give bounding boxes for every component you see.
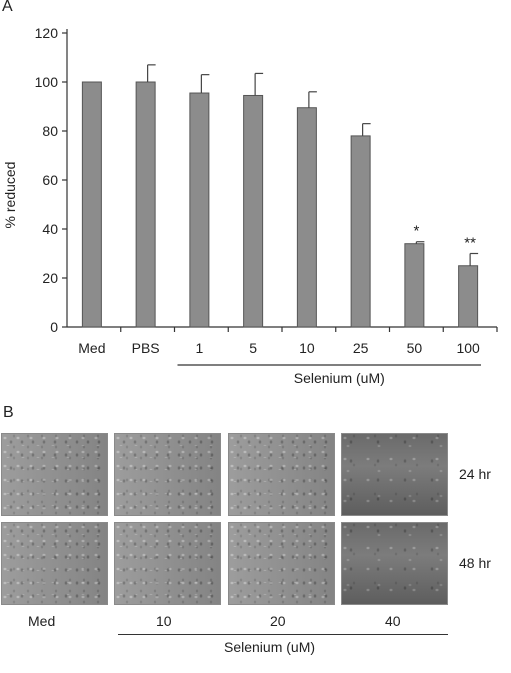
y-tick-label-60: 60 [42, 172, 58, 188]
bar-50 [404, 243, 425, 328]
x-tick-label-25: 25 [353, 340, 369, 356]
bar-PBS [135, 81, 156, 328]
panel-b-group-line [118, 634, 448, 635]
time-label-24hr: 24 hr [459, 466, 491, 482]
chart-axes: 0 20 40 60 80 100 120 % reduced Med PBS 1 5 10 25 50 10… [2, 25, 498, 386]
micrograph-24hr-med [1, 433, 108, 516]
x-tick-label-PBS: PBS [132, 340, 160, 356]
x-tick-label-100: 100 [456, 340, 480, 356]
x-tick-label-5: 5 [249, 340, 257, 356]
y-tick-label-120: 120 [35, 25, 59, 41]
micrograph-24hr-40 [341, 433, 448, 516]
y-axis-label: % reduced [2, 162, 18, 229]
bar-chart: 0 20 40 60 80 100 120 % reduced Med PBS 1 5 10 25 50 10… [2, 25, 498, 386]
bar-1 [189, 92, 210, 328]
x-group-label: Selenium (uM) [294, 370, 385, 386]
panel-b-label: B [3, 404, 14, 421]
column-label-20: 20 [270, 613, 286, 629]
x-tick-label-50: 50 [407, 340, 423, 356]
micrograph-48hr-20 [228, 522, 335, 605]
bar-100 [458, 265, 479, 328]
significance-50: * [413, 223, 419, 240]
y-tick-label-0: 0 [50, 319, 58, 335]
panel-b-group-label: Selenium (uM) [224, 639, 316, 655]
micrograph-48hr-med [1, 522, 108, 605]
bar-5 [243, 94, 264, 328]
bar-Med [81, 81, 102, 328]
time-label-48hr: 48 hr [459, 555, 491, 571]
column-label-med: Med [28, 613, 56, 629]
y-tick-label-20: 20 [42, 270, 58, 286]
x-tick-label-1: 1 [195, 340, 203, 356]
chart-bars: *** [81, 64, 479, 328]
significance-100: ** [464, 235, 476, 252]
y-tick-label-100: 100 [35, 74, 59, 90]
panel-a-label: A [2, 0, 13, 15]
bar-10 [296, 107, 317, 328]
micrograph-24hr-10 [114, 433, 221, 516]
column-label-10: 10 [156, 613, 172, 629]
x-tick-label-Med: Med [78, 340, 105, 356]
y-tick-label-40: 40 [42, 221, 58, 237]
y-tick-label-80: 80 [42, 123, 58, 139]
micrograph-48hr-10 [114, 522, 221, 605]
x-tick-label-10: 10 [299, 340, 315, 356]
micrograph-24hr-20 [228, 433, 335, 516]
micrograph-48hr-40 [341, 522, 448, 605]
column-label-40: 40 [385, 613, 401, 629]
bar-25 [350, 135, 371, 328]
